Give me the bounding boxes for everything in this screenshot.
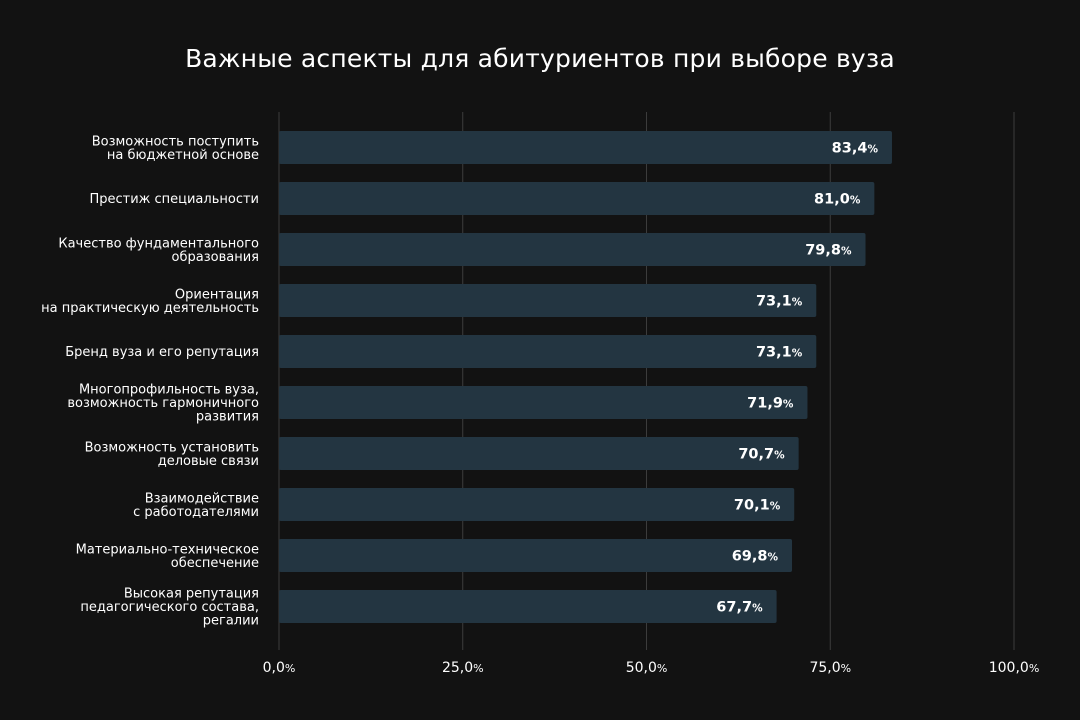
bar <box>279 335 817 368</box>
x-tick-label: 50,0% <box>626 660 668 676</box>
value-label: 81,0% <box>814 192 861 208</box>
value-label: 71,9% <box>747 396 794 412</box>
category-label: Высокая репутация педагогического состава… <box>80 587 259 629</box>
value-label: 73,1% <box>756 294 803 310</box>
category-label: Бренд вуза и его репутация <box>65 345 259 360</box>
x-tick-label: 25,0% <box>442 660 484 676</box>
bar <box>279 437 799 470</box>
category-labels: Возможность поступить на бюджетной основе… <box>41 134 259 628</box>
category-label: Материально-техническое обеспечение <box>76 542 259 571</box>
value-label: 79,8% <box>805 243 852 259</box>
category-label: Ориентация на практическую деятельность <box>41 287 259 316</box>
value-label: 70,1% <box>734 498 781 514</box>
value-label: 69,8% <box>732 549 779 565</box>
value-label: 70,7% <box>738 447 785 463</box>
chart-title: Важные аспекты для абитуриентов при выбо… <box>185 44 895 73</box>
category-label: Возможность установить деловые связи <box>85 440 259 469</box>
category-label: Престиж специальности <box>89 192 259 207</box>
x-tick-label: 75,0% <box>809 660 851 676</box>
x-axis-tick-labels: 0,0% 25,0% 50,0% 75,0% 100,0% <box>263 660 1040 676</box>
category-label: Качество фундаментального образования <box>58 236 259 264</box>
value-labels: 83,4% 81,0% 79,8% 73,1% 73,1% 71,9% 70,7% 70,1%… <box>716 141 878 616</box>
bar <box>279 131 892 164</box>
bars <box>279 131 892 623</box>
category-label: Многопрофильность вуза, возможность гармо… <box>67 383 259 425</box>
category-label: Возможность поступить на бюджетной основе <box>92 134 259 163</box>
bar <box>279 488 795 521</box>
bar <box>279 182 875 215</box>
category-label: Взаимодействие с работодателями <box>133 491 259 520</box>
value-label: 73,1% <box>756 345 803 361</box>
bar <box>279 590 777 623</box>
bar <box>279 284 817 317</box>
bar <box>279 233 866 266</box>
bar <box>279 539 793 572</box>
x-tick-label: 100,0% <box>989 660 1040 676</box>
bar <box>279 386 808 419</box>
value-label: 83,4% <box>832 141 879 157</box>
x-tick-label: 0,0% <box>263 660 296 676</box>
value-label: 67,7% <box>716 600 763 616</box>
